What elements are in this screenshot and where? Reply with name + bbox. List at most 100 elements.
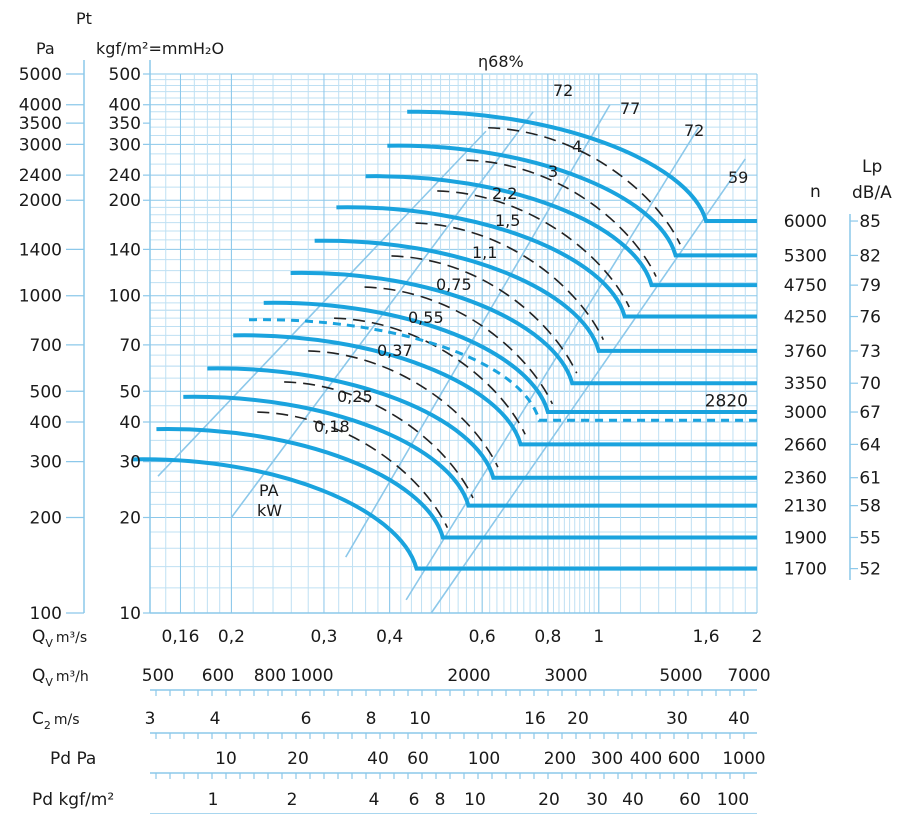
power-label: 1,1 bbox=[472, 243, 497, 262]
noise-label: 61 bbox=[859, 469, 881, 489]
noise-label: 76 bbox=[859, 308, 881, 328]
x-axis-label: Pd kgf/m² bbox=[32, 790, 114, 810]
power-line bbox=[334, 317, 526, 435]
noise-label: 82 bbox=[859, 246, 881, 266]
power-label: 3 bbox=[548, 162, 558, 181]
speed-curve-1700 bbox=[132, 457, 757, 571]
x-tick-label: 20 bbox=[567, 709, 589, 729]
x-tick-label: 1 bbox=[208, 790, 219, 810]
x-tick-label: 200 bbox=[544, 749, 576, 769]
speed-curve-4250 bbox=[336, 205, 757, 319]
y-tick-pa: 400 bbox=[30, 413, 62, 433]
noise-label: 85 bbox=[859, 212, 881, 232]
x-tick-label: 600 bbox=[202, 666, 234, 686]
power-label: 0,37 bbox=[377, 341, 413, 360]
axes bbox=[66, 60, 858, 814]
power-label: 0,25 bbox=[337, 387, 373, 406]
x-tick-label: 0,16 bbox=[162, 627, 200, 647]
speed-curve-4750 bbox=[365, 174, 757, 288]
noise-label: 58 bbox=[859, 497, 881, 517]
speed-label: 6000 bbox=[784, 212, 827, 232]
speed-label: 1900 bbox=[784, 528, 827, 548]
x-tick-label: 0,8 bbox=[534, 627, 561, 647]
speed-curves bbox=[132, 109, 757, 571]
y-tick-pa: 1400 bbox=[19, 240, 62, 260]
x-tick-label: 100 bbox=[468, 749, 500, 769]
x-tick-label: 0,3 bbox=[310, 627, 337, 647]
y-tick-kgf: 300 bbox=[109, 135, 141, 155]
noise-label: 67 bbox=[859, 403, 881, 423]
power-line bbox=[257, 411, 449, 529]
x-tick-label: 600 bbox=[668, 749, 700, 769]
power-label: 2,2 bbox=[492, 184, 517, 203]
speed-label: 5300 bbox=[784, 246, 827, 266]
speed-curve-3350 bbox=[290, 270, 757, 386]
y-tick-pa: 5000 bbox=[19, 65, 62, 85]
x-tick-label: 1000 bbox=[290, 666, 333, 686]
x-tick-label: 5000 bbox=[659, 666, 702, 686]
speed-curve-6000 bbox=[407, 109, 757, 224]
y-tick-kgf: 240 bbox=[109, 166, 141, 186]
speed-label: 4750 bbox=[784, 276, 827, 296]
x-tick-label: 40 bbox=[367, 749, 389, 769]
x-tick-label: 8 bbox=[435, 790, 446, 810]
noise-label: 70 bbox=[859, 374, 881, 394]
noise-label: 64 bbox=[859, 435, 881, 455]
x-tick-label: 300 bbox=[591, 749, 623, 769]
x-tick-label: 400 bbox=[630, 749, 662, 769]
speed-label: 3350 bbox=[784, 374, 827, 394]
power-label: 1,5 bbox=[495, 211, 520, 230]
x-tick-label: 1 bbox=[593, 627, 604, 647]
speed-curve-2660 bbox=[233, 333, 757, 447]
efficiency-label: 77 bbox=[620, 99, 640, 118]
efficiency-line bbox=[430, 158, 746, 614]
speed-label: 2360 bbox=[784, 469, 827, 489]
y-tick-kgf: 20 bbox=[119, 508, 141, 528]
x-tick-label: 20 bbox=[287, 749, 309, 769]
noise-header-lp: Lp bbox=[862, 157, 882, 177]
y-tick-pa: 100 bbox=[30, 604, 62, 624]
y-tick-kgf: 30 bbox=[119, 453, 141, 473]
speed-header: n bbox=[810, 182, 821, 202]
x-axis-label: QV m³/h bbox=[32, 666, 89, 689]
speed-curve-1900 bbox=[156, 427, 757, 540]
x-tick-label: 60 bbox=[679, 790, 701, 810]
speed-label-2820: 2820 bbox=[705, 391, 748, 411]
x-tick-label: 3000 bbox=[544, 666, 587, 686]
y-tick-pa: 2000 bbox=[19, 191, 62, 211]
power-line bbox=[437, 190, 630, 308]
x-tick-label: 8 bbox=[366, 709, 377, 729]
speed-label: 3000 bbox=[784, 403, 827, 423]
x-tick-label: 6 bbox=[301, 709, 312, 729]
x-tick-label: 7000 bbox=[727, 666, 770, 686]
power-label: 0,55 bbox=[408, 308, 444, 327]
x-tick-label: 10 bbox=[464, 790, 486, 810]
speed-label: 1700 bbox=[784, 560, 827, 580]
speed-label: 2660 bbox=[784, 435, 827, 455]
x-tick-label: 2 bbox=[287, 790, 298, 810]
efficiency-label: 59 bbox=[728, 168, 748, 187]
y-tick-pa: 700 bbox=[30, 336, 62, 356]
x-tick-label: 0,6 bbox=[469, 627, 496, 647]
power-lines bbox=[257, 126, 681, 529]
x-tick-label: 3 bbox=[145, 709, 156, 729]
y-tick-kgf: 200 bbox=[109, 191, 141, 211]
power-line bbox=[308, 350, 499, 468]
x-tick-label: 4 bbox=[369, 790, 380, 810]
y-tick-pa: 300 bbox=[30, 453, 62, 473]
x-tick-label: 30 bbox=[666, 709, 688, 729]
x-tick-label: 40 bbox=[622, 790, 644, 810]
speed-curve-2130 bbox=[183, 394, 757, 508]
power-line bbox=[284, 381, 474, 499]
x-axis-label: QV m³/s bbox=[32, 627, 87, 650]
y-tick-kgf: 70 bbox=[119, 336, 141, 356]
x-tick-label: 800 bbox=[254, 666, 286, 686]
power-label: 0,18 bbox=[314, 417, 350, 436]
speed-label: 4250 bbox=[784, 308, 827, 328]
power-label: 4 bbox=[572, 137, 582, 156]
x-axis-label: Pd Pa bbox=[50, 749, 96, 769]
x-tick-label: 20 bbox=[538, 790, 560, 810]
x-tick-label: 10 bbox=[409, 709, 431, 729]
y-tick-pa: 200 bbox=[30, 508, 62, 528]
